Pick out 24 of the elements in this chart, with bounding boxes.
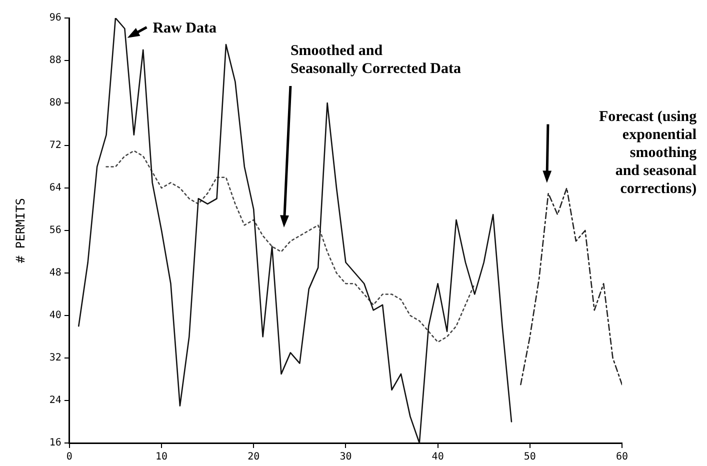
annotation: Smoothed and Seasonally Corrected Data (290, 42, 462, 77)
x-tick-label: 50 (524, 452, 536, 463)
line-series (106, 150, 476, 343)
x-tick-label: 0 (66, 452, 72, 463)
y-tick-label: 48 (49, 268, 62, 279)
x-tick-label: 20 (248, 452, 260, 463)
y-tick-label: 88 (49, 55, 62, 66)
y-tick-label: 80 (49, 98, 62, 109)
x-tick-label: 30 (340, 452, 352, 463)
annotation: Forecast (using exponential smoothing and seasonal corrections) (598, 108, 698, 197)
x-tick-label: 10 (156, 452, 168, 463)
y-tick-label: 40 (49, 310, 62, 322)
line-series (520, 187, 622, 386)
x-tick-label: 40 (432, 452, 444, 463)
y-tick-label: 96 (49, 12, 62, 24)
y-tick-label: 56 (49, 225, 62, 236)
y-tick-label: 64 (49, 182, 62, 194)
y-axis-title: # PERMITS (13, 198, 28, 264)
y-tick-label: 72 (49, 140, 62, 152)
x-tick-label: 60 (616, 452, 628, 463)
y-tick-label: 16 (49, 438, 62, 449)
annotation: Raw Data (152, 20, 217, 37)
y-tick-label: 32 (49, 352, 62, 364)
y-tick-label: 24 (49, 395, 62, 406)
